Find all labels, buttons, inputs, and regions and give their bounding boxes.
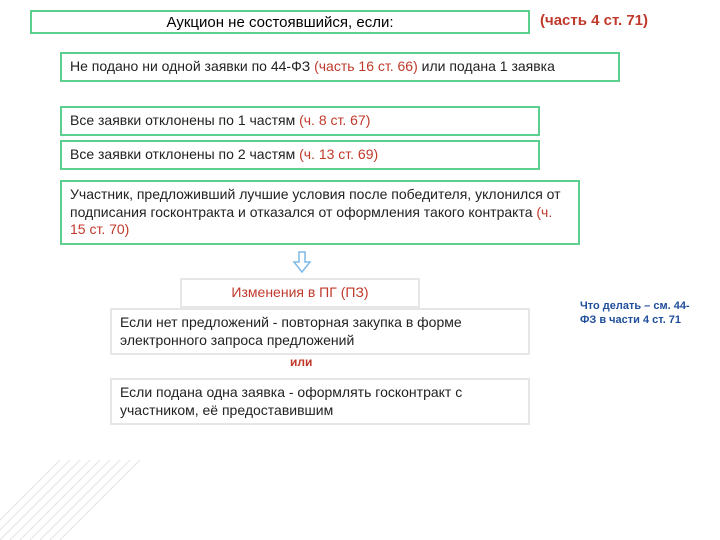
- rule-box-2: Все заявки отклонены по 1 частям (ч. 8 с…: [60, 106, 540, 136]
- rule-ref: (часть 16 ст. 66): [314, 58, 418, 74]
- action-box-2: Если подана одна заявка - оформлять госк…: [110, 378, 530, 425]
- header-ref: (часть 4 ст. 71): [540, 12, 648, 29]
- corner-decoration: [0, 460, 150, 540]
- header-box: Аукцион не состоявшийся, если:: [30, 10, 530, 34]
- side-note: Что делать – см. 44-ФЗ в части 4 ст. 71: [580, 300, 700, 328]
- action-box-1: Если нет предложений - повторная закупка…: [110, 308, 530, 355]
- side-note-text: Что делать – см. 44-ФЗ в части 4 ст. 71: [580, 300, 690, 326]
- rule-text: Все заявки отклонены по 1 частям: [70, 112, 299, 128]
- or-label: или: [290, 355, 312, 369]
- rule-box-4: Участник, предложивший лучшие условия по…: [60, 180, 580, 245]
- changes-text: Изменения в ПГ (ПЗ): [231, 284, 368, 300]
- rule-box-3: Все заявки отклонены по 2 частям (ч. 13 …: [60, 140, 540, 170]
- action-text: Если нет предложений - повторная закупка…: [120, 314, 462, 348]
- rule-text: Участник, предложивший лучшие условия по…: [70, 186, 561, 220]
- rule-text-b: или подана 1 заявка: [418, 58, 555, 74]
- rule-ref: (ч. 8 ст. 67): [299, 112, 370, 128]
- rule-box-1: Не подано ни одной заявки по 44-ФЗ (част…: [60, 52, 620, 82]
- header-title: Аукцион не состоявшийся, если:: [167, 14, 394, 31]
- changes-box: Изменения в ПГ (ПЗ): [180, 278, 420, 308]
- rule-text: Не подано ни одной заявки по 44-ФЗ: [70, 58, 314, 74]
- rule-text: Все заявки отклонены по 2 частям: [70, 146, 299, 162]
- action-text: Если подана одна заявка - оформлять госк…: [120, 384, 462, 418]
- down-arrow-icon: [290, 250, 314, 274]
- rule-ref: (ч. 13 ст. 69): [299, 146, 378, 162]
